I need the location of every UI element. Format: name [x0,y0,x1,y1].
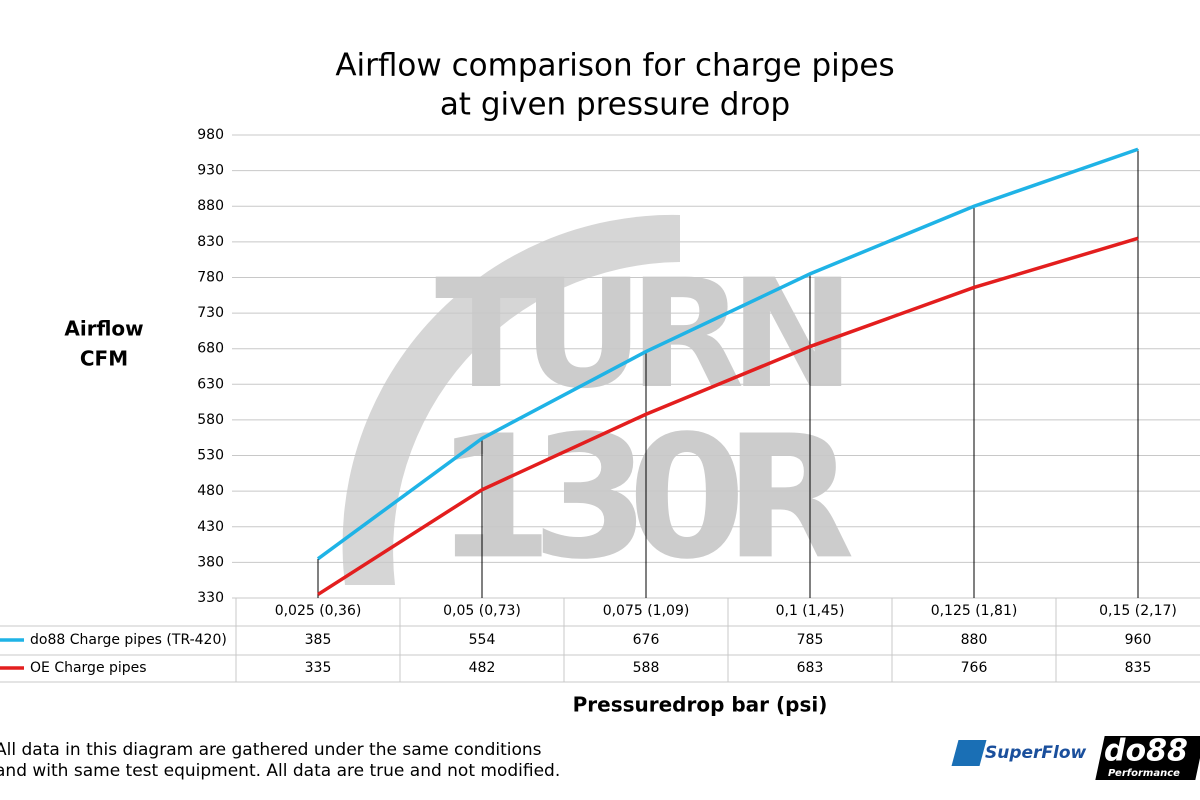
y-axis-label: Airflow [64,317,143,341]
footnote: All data in this diagram are gathered un… [0,740,542,760]
logo-shape [1095,736,1200,780]
table-value: 766 [961,660,988,676]
y-tick-label: 730 [197,305,224,321]
y-tick-label: 830 [197,234,224,250]
y-tick-label: 330 [197,590,224,606]
logo-text: Performance [1108,768,1180,779]
table-value: 785 [797,632,824,648]
table-value: 588 [633,660,660,676]
table-value: 960 [1125,632,1152,648]
y-tick-label: 630 [197,376,224,392]
y-tick-label: 530 [197,448,224,464]
chart-title: Airflow comparison for charge pipes [335,48,894,84]
y-axis-label: CFM [80,347,128,371]
table-value: 482 [469,660,496,676]
x-axis-label: Pressuredrop bar (psi) [573,693,828,717]
watermark-text: 130R [435,399,855,597]
table-value: 385 [305,632,332,648]
logo-superflow: SuperFlow [951,740,1087,766]
table-value: 880 [961,632,988,648]
table-value: 554 [469,632,496,648]
legend-label: OE Charge pipes [30,660,147,676]
logo-shape [951,740,987,766]
logo-do88: do88 Performance [1095,734,1200,780]
chart-title: at given pressure drop [440,87,790,123]
y-tick-label: 680 [197,341,224,357]
watermark-text: TURN [435,248,855,422]
y-tick-label: 880 [197,198,224,214]
table-value: 683 [797,660,824,676]
x-tick-label: 0,15 (2,17) [1099,603,1177,619]
table-value: 335 [305,660,332,676]
y-tick-label: 430 [197,519,224,535]
x-tick-label: 0,075 (1,09) [603,603,690,619]
y-tick-label: 480 [197,483,224,499]
y-tick-label: 780 [197,269,224,285]
series-line [316,147,1139,561]
logo-text: do88 [1104,734,1188,769]
series-line [317,236,1139,596]
y-tick-label: 930 [197,163,224,179]
table-value: 835 [1125,660,1152,676]
legend-label: do88 Charge pipes (TR-420) [30,632,227,648]
x-tick-label: 0,05 (0,73) [443,603,521,619]
y-tick-label: 380 [197,554,224,570]
footnote: and with same test equipment. All data a… [0,761,560,781]
x-tick-label: 0,125 (1,81) [931,603,1018,619]
watermark-arc [342,214,680,585]
y-tick-label: 980 [197,127,224,143]
y-tick-label: 580 [197,412,224,428]
table-value: 676 [633,632,660,648]
x-tick-label: 0,1 (1,45) [776,603,845,619]
logo-text: SuperFlow [985,743,1087,763]
x-tick-label: 0,025 (0,36) [275,603,362,619]
